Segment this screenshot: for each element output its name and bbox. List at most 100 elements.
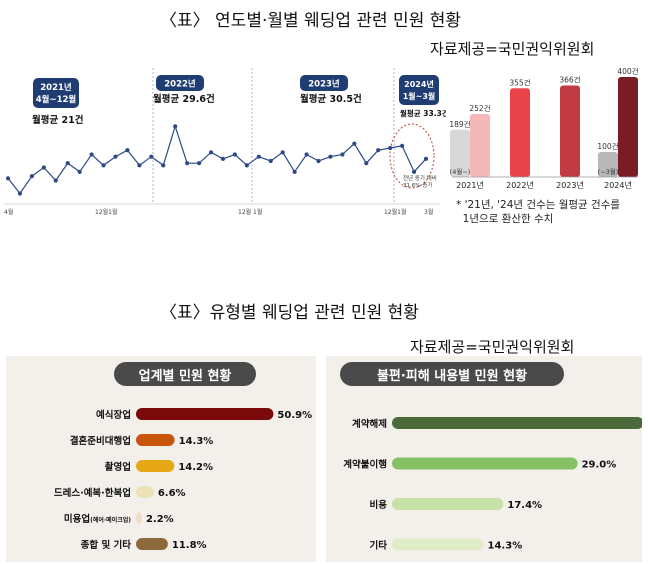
bar-value-label: 14.2% <box>178 462 213 473</box>
data-point <box>196 161 202 166</box>
data-point <box>41 165 46 170</box>
x-tick-label: 4월 <box>4 208 13 216</box>
x-tick-label: 2022년 <box>506 180 534 190</box>
bar <box>136 486 154 498</box>
category-label: 계약해제 <box>352 418 387 430</box>
bar-value-label: 14.3% <box>488 541 523 552</box>
bar-value-label: 17.4% <box>507 500 542 511</box>
category-label: 드레스·예복·한복업 <box>54 487 131 499</box>
bar-value-label: 14.3% <box>179 436 214 447</box>
category-label: 기타 <box>370 540 388 552</box>
data-point <box>244 163 249 168</box>
year-badge-subtext: 4월~12월 <box>36 94 77 105</box>
bar <box>560 85 580 177</box>
bar <box>136 408 274 420</box>
x-tick-label: 2023년 <box>556 180 584 190</box>
bar <box>136 512 142 524</box>
data-point <box>77 169 82 174</box>
data-point <box>29 174 34 179</box>
yearly-bar-chart: 189건 (4월~) 252건 2021년 355건 2022년 366건 2023년 100건… <box>449 66 638 190</box>
x-tick-label: 2024년 <box>604 180 632 190</box>
annotation-line2: 31.6% 증가 <box>403 181 432 189</box>
data-point <box>113 154 118 159</box>
category-note: (헤어·메이크업) <box>90 516 131 524</box>
industry-panel <box>6 356 316 562</box>
bar <box>598 152 618 177</box>
data-point <box>89 152 94 157</box>
data-point <box>340 152 345 157</box>
bar-value-label: 50.9% <box>277 410 312 421</box>
bar-value-label: 100건 <box>597 141 618 151</box>
bar-value-label: 355건 <box>509 77 530 87</box>
bottom-source: 자료제공=국민권익위원회 <box>410 338 575 356</box>
data-point <box>280 150 285 155</box>
category-label: 종합 및 기타 <box>81 539 132 551</box>
bottom-title: 〈표〉유형별 웨딩업 관련 민원 현황 <box>160 303 419 323</box>
data-point <box>364 161 369 166</box>
data-point <box>411 169 417 174</box>
category-label: 촬영업 <box>105 461 131 473</box>
series-line <box>7 124 427 195</box>
data-point <box>423 156 429 161</box>
data-point <box>400 143 405 148</box>
data-point <box>208 150 214 155</box>
monthly-line-chart: 2021년 4월~12월 2022년 2023년 2024년 1월~3월 월평균… <box>4 68 446 216</box>
x-tick-label: 3월 <box>424 208 433 216</box>
data-point <box>53 178 58 183</box>
bar-value-label: 366건 <box>559 75 580 85</box>
bar-value-label: 400건 <box>617 66 638 76</box>
year-badge <box>399 75 439 105</box>
data-point <box>65 161 70 166</box>
bar-value-label: 2.2% <box>146 514 174 525</box>
data-point <box>292 169 297 174</box>
data-point <box>352 141 357 146</box>
category-label: 비용 <box>370 499 388 511</box>
x-tick-label: 12월1월 <box>95 208 118 216</box>
industry-bar-chart: 예식장업 50.9% 결혼준비대행업 14.3% 촬영업 14.2% 드레스·예복·한복업 6… <box>54 408 312 551</box>
bar <box>510 88 530 177</box>
data-point <box>304 152 309 157</box>
bar <box>392 457 578 470</box>
year-badge-text: 2023년 <box>308 79 340 90</box>
average-label: 월평균 30.5건 <box>300 93 362 105</box>
bar-value-label: 6.6% <box>158 488 186 499</box>
bar <box>392 498 504 510</box>
data-point <box>328 154 333 159</box>
bar <box>450 129 470 177</box>
data-point <box>388 145 393 151</box>
year-badge-text: 2022년 <box>164 79 196 90</box>
highlight-ellipse <box>389 123 435 189</box>
x-tick-label: 12월 1월 <box>238 208 262 216</box>
year-badge <box>156 75 204 91</box>
data-point <box>173 124 178 129</box>
data-point <box>125 148 130 153</box>
data-point <box>256 154 261 159</box>
data-point <box>161 163 166 168</box>
category-label: 결혼준비대행업 <box>70 435 131 447</box>
top-title: 〈표〉 연도별·월별 웨딩업 관련 민원 현황 <box>160 11 462 31</box>
category-label: 미용업(헤어·메이크업) <box>64 513 131 525</box>
bar <box>618 77 638 177</box>
bar <box>136 460 175 472</box>
bar <box>136 538 168 550</box>
data-point <box>268 158 273 164</box>
year-badge-text: 2021년 <box>40 82 72 93</box>
complaint-panel-title: 불편·피해 내용별 민원 현황 <box>340 362 564 386</box>
bar-value-label: 189건 <box>449 119 470 129</box>
bar-value-label: 29.0% <box>582 460 617 471</box>
industry-panel-title: 업계별 민원 현황 <box>114 362 256 386</box>
data-point <box>149 154 154 159</box>
data-point <box>232 152 238 157</box>
data-point <box>5 176 11 181</box>
top-source: 자료제공=국민권익위원회 <box>430 40 595 58</box>
year-badge <box>300 75 348 91</box>
bar-sublabel: (~3월) <box>598 167 619 176</box>
year-badge-text: 2024년 <box>404 79 434 89</box>
data-point <box>220 156 226 161</box>
x-tick-label: 2021년 <box>456 180 484 190</box>
bar <box>470 114 490 177</box>
bar-sublabel: (4월~) <box>450 167 471 176</box>
bar <box>392 417 642 429</box>
year-badge-subtext: 1월~3월 <box>403 91 436 101</box>
